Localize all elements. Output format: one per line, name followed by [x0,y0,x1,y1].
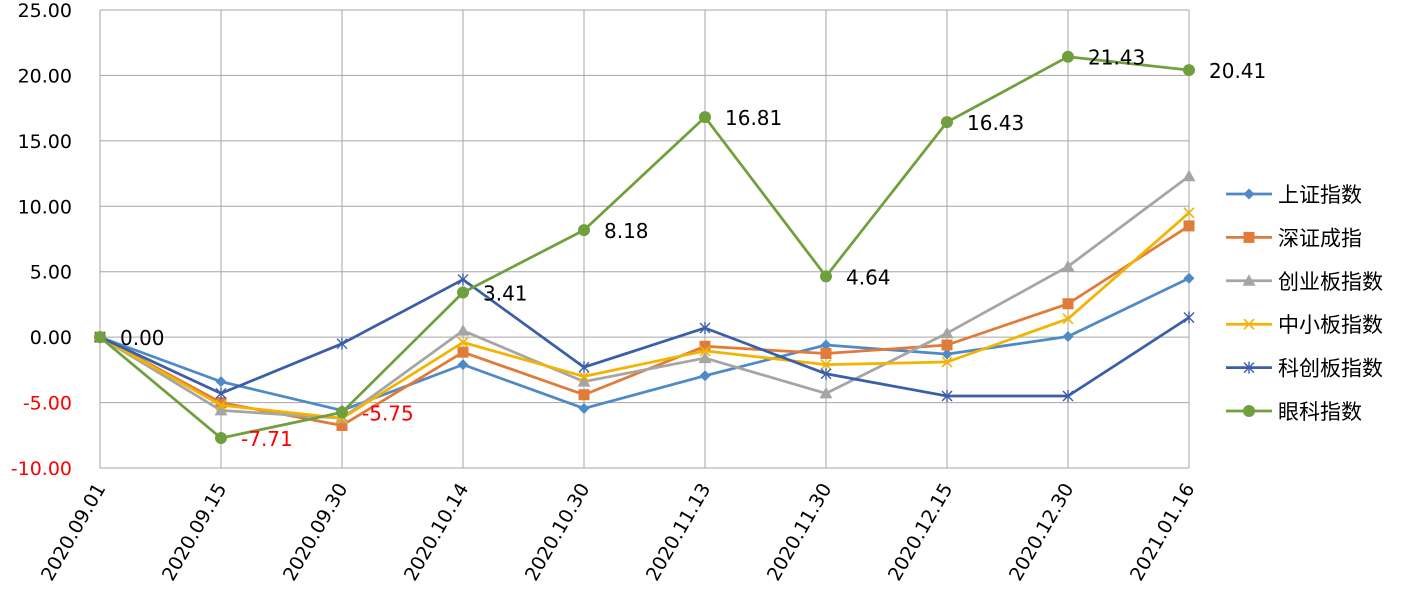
legend-label: 眼科指数 [1278,400,1362,424]
marker-diamond [700,370,711,381]
marker-square [1063,298,1074,309]
series-5 [95,274,1194,402]
marker-circle [215,432,227,444]
legend-entry: 上证指数 [1226,183,1362,207]
y-tick-label: 10.00 [18,196,72,218]
legend-label: 科创板指数 [1278,357,1383,381]
legend-entry: 眼科指数 [1226,400,1362,424]
x-tick-label: 2020.12.15 [884,480,957,585]
data-label: 3.41 [483,282,528,306]
marker-diamond [1063,331,1074,342]
marker-triangle [941,327,954,339]
y-tick-label: 25.00 [18,0,72,22]
x-tick-label: 2020.10.30 [521,480,594,585]
y-tick-label: 0.00 [30,327,72,349]
y-tick-label: -5.00 [23,393,72,415]
marker-diamond [1184,273,1195,284]
y-axis: 25.00 20.00 15.00 10.00 5.00 0.00 -5.00 -10.00 [11,0,72,480]
data-label: 4.64 [846,265,891,289]
marker-circle [1062,51,1074,63]
x-tick-label: 2020.10.14 [400,480,473,585]
y-tick-label: 15.00 [18,131,72,153]
marker-star [458,274,468,286]
x-axis: 2020.09.01 2020.09.15 2020.09.30 2020.10.14… [37,480,1199,585]
marker-circle [1243,405,1255,417]
marker-triangle [1183,170,1196,182]
series-line [100,213,1189,418]
series-6 [94,51,1195,444]
legend-label: 中小板指数 [1278,313,1383,337]
marker-square [458,347,469,358]
marker-square [579,389,590,400]
y-tick-label: 5.00 [30,262,72,284]
series-line [100,176,1189,418]
marker-circle [336,406,348,418]
data-label: -7.71 [241,427,293,451]
legend-entry: 创业板指数 [1226,270,1383,294]
marker-diamond [216,376,227,387]
marker-triangle [457,324,470,336]
data-label: 20.41 [1209,59,1266,83]
x-tick-label: 2020.09.15 [158,480,231,585]
data-label: 0.00 [120,326,165,350]
marker-circle [1183,64,1195,76]
data-label: 21.43 [1088,46,1145,70]
series-2 [95,220,1195,431]
data-label: 8.18 [604,219,649,243]
legend-label: 上证指数 [1278,183,1362,207]
x-tick-label: 2020.11.13 [642,480,715,585]
legend-label: 创业板指数 [1278,270,1383,294]
x-tick-label: 2020.12.30 [1005,480,1078,585]
series-line [100,278,1189,410]
series-line [100,280,1189,396]
series-lines [94,51,1196,444]
marker-square [1184,220,1195,231]
x-tick-label: 2020.09.30 [279,480,352,585]
legend-entry: 中小板指数 [1226,313,1383,337]
marker-diamond [1244,189,1255,200]
legend-entry: 深证成指 [1226,226,1362,250]
legend-entry: 科创板指数 [1226,357,1383,381]
y-tick-label: -10.00 [11,458,72,480]
marker-square [1244,232,1255,243]
data-label: 16.43 [967,111,1024,135]
x-tick-label: 2020.11.30 [763,480,836,585]
x-tick-label: 2020.09.01 [37,480,110,585]
marker-circle [457,287,469,299]
marker-star [1184,312,1194,324]
x-tick-label: 2021.01.16 [1126,480,1199,585]
data-label: -5.75 [362,401,414,425]
marker-diamond [579,403,590,414]
data-label: 16.81 [725,106,782,130]
series-1 [95,273,1195,416]
series-line [100,57,1189,438]
marker-circle [699,111,711,123]
marker-diamond [458,359,469,370]
marker-triangle [699,352,712,364]
marker-circle [94,331,106,343]
marker-square [821,348,832,359]
marker-circle [820,270,832,282]
marker-circle [578,224,590,236]
series-3 [94,170,1196,424]
legend-label: 深证成指 [1278,226,1362,250]
y-tick-label: 20.00 [18,65,72,87]
marker-circle [941,116,953,128]
marker-square [942,339,953,350]
